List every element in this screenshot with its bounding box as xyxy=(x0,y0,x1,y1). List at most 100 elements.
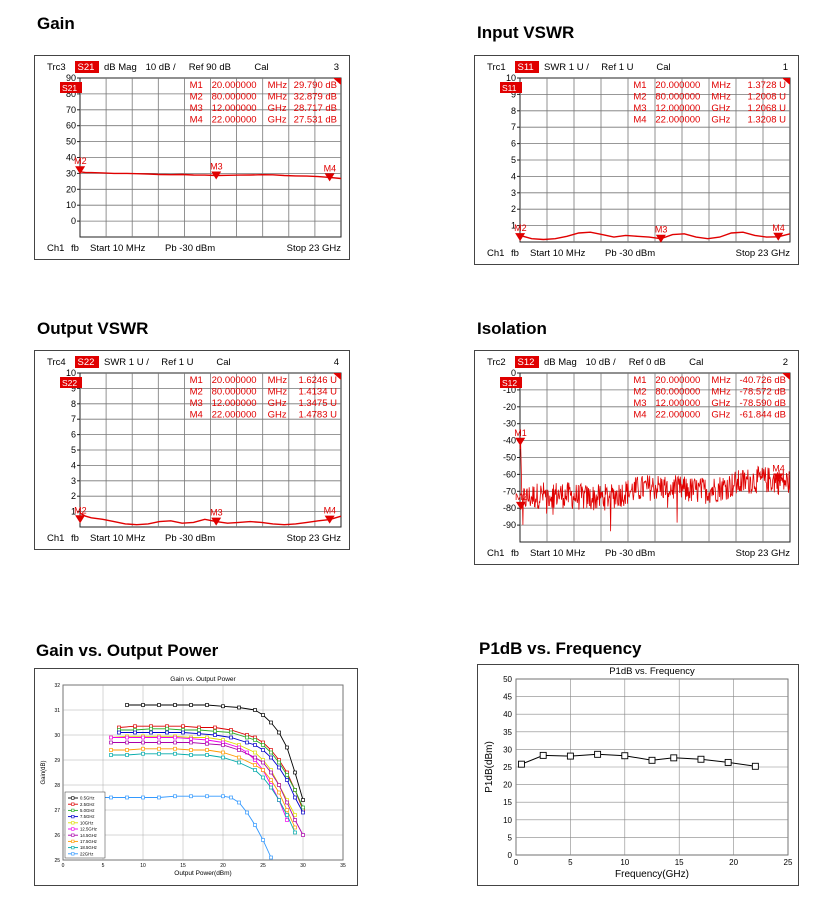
y-tick-label: 2 xyxy=(71,491,76,501)
marker-name: M4 xyxy=(633,115,646,126)
ref-corner-marker xyxy=(782,78,790,85)
x-axis-label: Frequency(GHz) xyxy=(615,869,689,880)
data-point xyxy=(594,750,602,758)
marker-triangle-label: M2 xyxy=(514,223,527,233)
series-line xyxy=(118,725,304,811)
marker-freq: 80.000000 xyxy=(212,92,257,103)
y-tick-label: 1 xyxy=(71,507,76,517)
marker-name: M1 xyxy=(633,375,646,386)
marker-value: 1.4783 U xyxy=(298,410,337,421)
marker-triangle xyxy=(773,473,784,482)
y-tick-label: 7 xyxy=(511,122,516,132)
cal-label: Cal xyxy=(689,357,703,368)
marker-freq: 22.000000 xyxy=(212,410,257,421)
footer-stop: Stop 23 GHz xyxy=(287,243,342,254)
data-point xyxy=(285,778,289,782)
trace-line xyxy=(519,231,791,241)
data-point xyxy=(301,810,305,815)
marker-freq: 22.000000 xyxy=(655,410,700,421)
legend-marker xyxy=(71,802,75,806)
p1db-panel: P1dB vs. Frequency 0 5 10 15 20 25 0 5 10 15 20 25 30… xyxy=(477,664,799,886)
y-tick-label: 0 xyxy=(511,368,516,378)
ref-label: Ref 90 dB xyxy=(189,62,231,73)
marker-value: -78.590 dB xyxy=(740,398,786,409)
data-point xyxy=(125,735,129,740)
data-point xyxy=(293,818,297,822)
marker-value: -61.844 dB xyxy=(740,410,786,421)
legend-label: 5.0GHz xyxy=(80,808,95,813)
marker-unit: GHz xyxy=(711,398,730,409)
y-tick-label: 70 xyxy=(66,105,76,115)
footer-power: Pb -30 dBm xyxy=(165,243,215,254)
data-point xyxy=(261,748,265,752)
data-point xyxy=(285,813,289,817)
y-tick-label: -90 xyxy=(503,520,516,530)
ref-label: Ref 1 U xyxy=(161,357,193,368)
trace-line xyxy=(79,512,342,526)
x-axis-label: Output Power(dBm) xyxy=(174,870,231,877)
data-point xyxy=(109,753,113,757)
gain-vs-power-title: Gain vs. Output Power xyxy=(36,641,219,660)
vna-svg-0: Trc3 S21 dB Mag 10 dB / Ref 90 dB Cal 3 90 80 70 6… xyxy=(47,61,342,254)
series-line xyxy=(521,753,756,767)
channel-number: 1 xyxy=(783,62,788,73)
data-point xyxy=(621,752,629,760)
data-point xyxy=(269,755,273,760)
data-point xyxy=(648,756,656,764)
legend-marker xyxy=(71,846,75,850)
y-tick-label: 30 xyxy=(66,168,76,178)
data-point xyxy=(173,703,177,707)
marker-triangle xyxy=(75,515,86,524)
data-point xyxy=(269,778,273,782)
data-point xyxy=(293,795,297,800)
x-tick-label: 25 xyxy=(784,858,793,867)
data-point xyxy=(261,713,265,717)
y-tick-label: -80 xyxy=(503,503,516,513)
legend-label: 12.5GHz xyxy=(80,827,97,832)
ref-label: Ref 0 dB xyxy=(629,357,666,368)
data-point xyxy=(261,838,265,842)
data-point xyxy=(109,748,113,752)
y-tick-label: 30 xyxy=(503,745,512,754)
marker-triangle xyxy=(75,166,86,175)
data-point xyxy=(285,773,289,777)
marker-freq: 20.000000 xyxy=(212,375,257,386)
data-point xyxy=(245,810,249,815)
marker-freq: 12.000000 xyxy=(655,398,700,409)
legend-label: 14.5GHz xyxy=(80,833,97,838)
data-point xyxy=(301,798,305,802)
trace-line xyxy=(519,440,790,532)
data-point xyxy=(261,743,265,747)
marker-freq: 22.000000 xyxy=(655,115,700,126)
ref-corner-marker xyxy=(782,373,790,380)
data-point xyxy=(301,833,305,837)
marker-name: M3 xyxy=(190,398,203,409)
data-point xyxy=(285,808,289,812)
format-label: dB Mag xyxy=(104,62,137,73)
marker-value: 1.4134 U xyxy=(298,387,337,398)
y-tick-label: 27 xyxy=(54,808,60,814)
gain-title: Gain xyxy=(37,14,75,33)
marker-unit: MHz xyxy=(711,92,731,103)
data-point xyxy=(237,800,241,805)
data-point xyxy=(269,720,273,725)
footer-power: Pb -30 dBm xyxy=(605,548,655,559)
data-point xyxy=(269,770,273,775)
data-point xyxy=(117,730,121,735)
y-tick-label: 5 xyxy=(71,445,76,455)
marker-value: 32.879 dB xyxy=(294,92,337,103)
marker-name: M1 xyxy=(190,80,203,91)
p1db-title: P1dB vs. Frequency xyxy=(479,639,642,658)
marker-unit: GHz xyxy=(711,115,730,126)
x-tick-label: 15 xyxy=(180,863,186,869)
marker-name: M4 xyxy=(190,115,203,126)
y-tick-label: 5 xyxy=(508,833,513,842)
marker-triangle-label: M3 xyxy=(655,225,668,235)
marker-unit: GHz xyxy=(268,398,287,409)
cal-label: Cal xyxy=(254,62,268,73)
y-tick-label: 3 xyxy=(511,188,516,198)
legend-label: 2.5GHz xyxy=(80,802,95,807)
y-tick-label: 4 xyxy=(71,460,76,470)
trace-chip-label: S21 xyxy=(62,83,77,93)
data-point xyxy=(269,785,273,790)
